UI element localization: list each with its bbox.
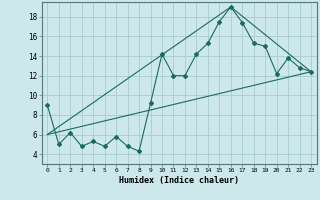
X-axis label: Humidex (Indice chaleur): Humidex (Indice chaleur)	[119, 176, 239, 185]
